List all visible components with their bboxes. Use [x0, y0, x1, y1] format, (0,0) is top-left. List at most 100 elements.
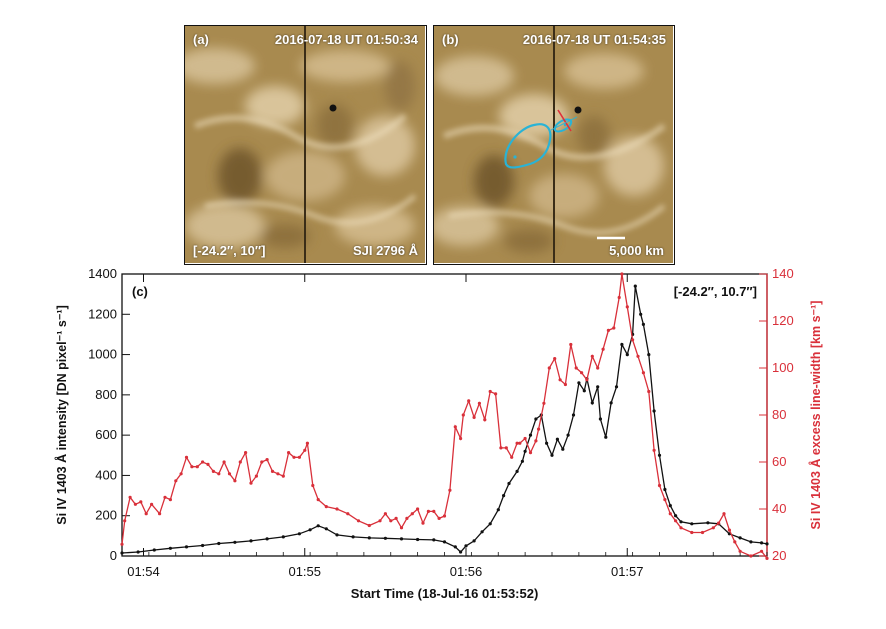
series-point-right [303, 448, 307, 452]
series-point-right [590, 354, 594, 358]
series-point-right [356, 519, 361, 523]
series-point-right [625, 305, 629, 309]
series-point-left [604, 435, 608, 439]
series-point-right [195, 465, 199, 469]
series-point-left [453, 545, 457, 549]
series-point-right [631, 338, 635, 342]
series-point-left [652, 409, 656, 413]
series-point-right [244, 451, 248, 455]
series-point-left [647, 353, 651, 357]
y-left-tick-label: 600 [95, 427, 117, 442]
series-point-right [580, 371, 584, 375]
series-point-right [139, 500, 143, 504]
series-point-right [201, 460, 205, 464]
panel-a-timestamp: 2016-07-18 UT 01:50:34 [274, 32, 418, 47]
x-tick-label: 01:54 [127, 564, 160, 579]
series-point-right [515, 441, 519, 445]
panel-b-image: (b) 2016-07-18 UT 01:54:35 5,000 km [433, 25, 675, 265]
series-point-right [760, 549, 764, 553]
series-point-right [504, 446, 508, 450]
y-left-tick-label: 200 [95, 508, 117, 523]
series-point-right [144, 512, 148, 516]
series-point-left [233, 540, 237, 544]
series-point-left [641, 322, 646, 326]
series-point-left [706, 521, 710, 525]
series-point-right [416, 507, 420, 511]
series-point-right [437, 516, 441, 521]
series-point-left [668, 504, 672, 508]
panel-c-label: (c) [132, 284, 148, 299]
y-left-tick-label: 1000 [88, 347, 117, 362]
series-point-right [133, 502, 137, 506]
series-point-left [184, 545, 189, 549]
series-point-left [351, 535, 355, 539]
series-point-right [499, 446, 503, 450]
series-point-right [405, 516, 409, 521]
series-point-right [184, 455, 189, 459]
series-point-right [563, 382, 568, 387]
series-point-left [520, 459, 525, 463]
series-point-right [174, 479, 178, 483]
series-point-right [668, 512, 672, 516]
series-point-left [690, 522, 694, 526]
series-point-left [609, 401, 613, 405]
series-point-right [510, 455, 514, 459]
series-point-right [367, 523, 371, 528]
series-point-right [316, 498, 320, 502]
solar-image-b [434, 26, 673, 263]
series-point-right [612, 326, 616, 330]
series-point-right [448, 488, 452, 492]
series-point-left [432, 538, 436, 542]
series-point-right [652, 448, 656, 452]
series-point-right [222, 460, 226, 464]
series-point-left [545, 441, 549, 445]
series-point-right [378, 519, 382, 523]
series-point-left [555, 437, 560, 441]
series-point-left [502, 494, 506, 498]
series-point-left [281, 535, 285, 539]
y-right-tick-label: 80 [772, 407, 786, 422]
panel-a-label: (a) [193, 32, 209, 47]
series-point-left [760, 541, 764, 545]
series-point-left [496, 508, 500, 512]
series-point-left [442, 540, 447, 544]
series-point-right [518, 441, 522, 445]
series-point-right [722, 512, 726, 516]
series-point-right [585, 378, 589, 382]
contour-small [553, 118, 573, 133]
series-point-right [389, 519, 393, 523]
y-right-tick-label: 140 [772, 266, 794, 281]
series-point-left [639, 312, 643, 316]
y-right-tick-label: 60 [772, 454, 786, 469]
series-point-right [179, 472, 183, 476]
series-point-right [617, 295, 621, 300]
series-point-right [305, 441, 309, 445]
series-point-right [601, 347, 605, 351]
series-point-right [636, 354, 640, 358]
series-point-right [120, 542, 124, 546]
series-point-right [558, 378, 562, 382]
series-point-right [679, 526, 683, 530]
series-point-right [432, 509, 436, 513]
series-point-right [292, 455, 296, 459]
series-point-right [297, 455, 301, 459]
series-point-left [657, 453, 662, 457]
series-point-left [625, 353, 629, 357]
y-right-tick-label: 40 [772, 501, 786, 516]
series-point-left [324, 527, 328, 531]
series-point-left [480, 530, 484, 534]
series-point-right [647, 389, 651, 394]
series-point-right [472, 415, 476, 419]
x-tick-label: 01:57 [611, 564, 644, 579]
series-point-right [523, 436, 527, 441]
series-point-left [297, 532, 301, 536]
series-point-right [270, 469, 275, 473]
series-point-right [426, 509, 430, 513]
series-point-left [515, 469, 519, 473]
series-point-right [574, 366, 578, 370]
series-point-right [733, 540, 737, 544]
series-point-right [227, 472, 232, 476]
series-point-right [287, 451, 291, 455]
series-point-right [158, 512, 162, 516]
